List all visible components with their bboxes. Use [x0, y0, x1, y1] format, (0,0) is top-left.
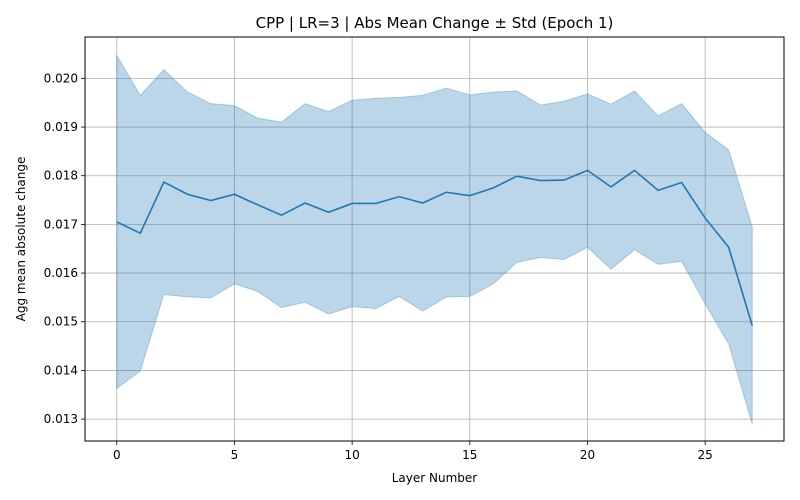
- x-tick-label: 15: [462, 448, 477, 462]
- plot-frame: [84, 36, 785, 442]
- y-tick-label: 0.016: [44, 266, 78, 280]
- chart-title: CPP | LR=3 | Abs Mean Change ± Std (Epoc…: [256, 14, 614, 32]
- std-band: [116, 53, 753, 425]
- grid: [85, 37, 784, 441]
- x-tick-label: 25: [698, 448, 713, 462]
- x-tick-label: 0: [113, 448, 121, 462]
- y-tick-label: 0.018: [44, 169, 78, 183]
- y-axis-label: Agg mean absolute change: [14, 157, 28, 322]
- y-axis: 0.013 0.014 0.015 0.016 0.017 0.018 0.019 0.020: [44, 71, 85, 426]
- x-tick-label: 5: [231, 448, 239, 462]
- x-tick-label: 10: [344, 448, 359, 462]
- y-tick-label: 0.013: [44, 412, 78, 426]
- x-axis: 0 5 10 15 20 25: [113, 441, 713, 462]
- y-tick-label: 0.017: [44, 217, 78, 231]
- y-tick-label: 0.015: [44, 315, 78, 329]
- mean-line: [116, 169, 753, 326]
- x-tick-label: 20: [580, 448, 595, 462]
- y-tick-label: 0.019: [44, 120, 78, 134]
- y-tick-label: 0.020: [44, 71, 78, 85]
- y-tick-label: 0.014: [44, 363, 78, 377]
- x-axis-label: Layer Number: [392, 471, 478, 485]
